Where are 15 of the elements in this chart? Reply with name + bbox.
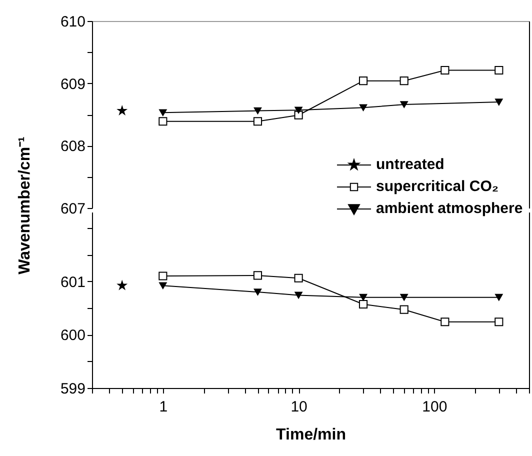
x-axis-title: Time/min — [276, 426, 346, 444]
x-tick-label: 100 — [422, 398, 448, 416]
x-tick-label: 10 — [290, 398, 308, 416]
y-tick-label: 599 — [60, 380, 86, 398]
y-axis-title: Wavenumber/cm⁻¹ — [16, 136, 34, 274]
y-tick-label: 610 — [60, 14, 86, 30]
legend-label: supercritical CO₂ — [376, 177, 499, 197]
y-tick-label: 601 — [60, 274, 86, 291]
y-tick-label: 609 — [60, 76, 86, 93]
legend-label: untreated — [376, 155, 444, 175]
x-tick-label: 1 — [159, 398, 168, 416]
legend-label: ambient atmosphere — [376, 199, 523, 219]
y-tick-label: 607 — [60, 200, 86, 218]
y-tick-label: 608 — [60, 138, 86, 156]
y-tick-label: 600 — [60, 327, 86, 344]
